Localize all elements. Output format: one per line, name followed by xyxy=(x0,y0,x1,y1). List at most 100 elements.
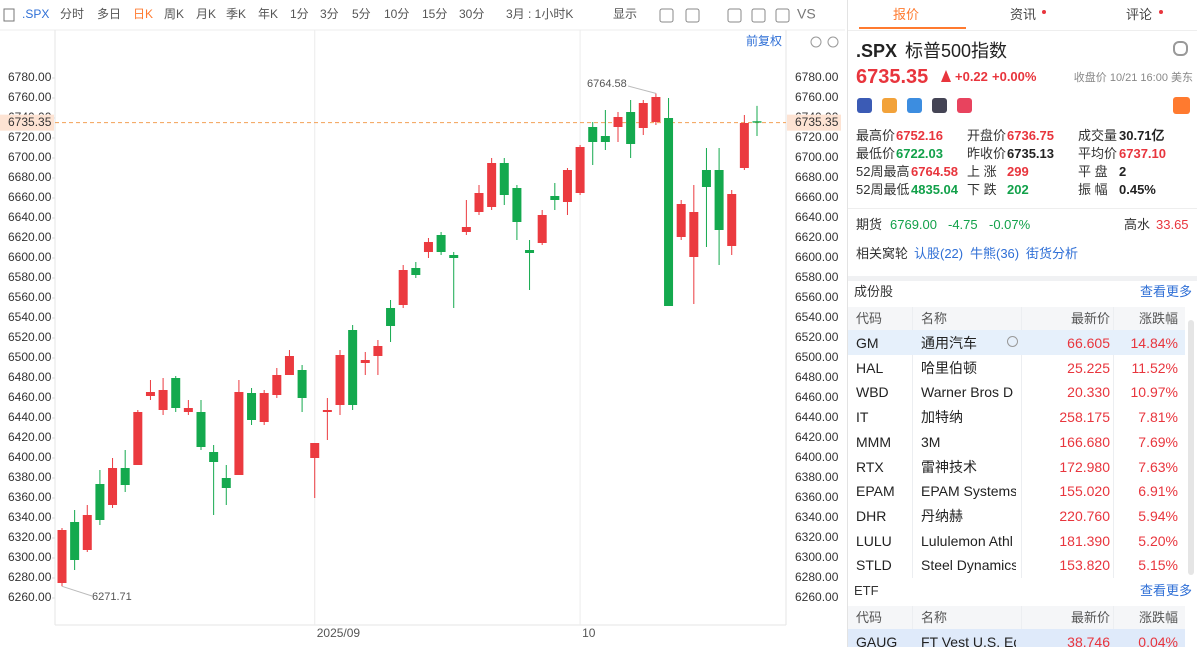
cell[interactable]: 220.760 xyxy=(1059,507,1110,524)
range-select[interactable]: 3月 : 1小时K xyxy=(506,7,573,21)
tool-icon[interactable] xyxy=(659,8,674,23)
cell[interactable]: 10.97% xyxy=(1130,384,1178,401)
cell[interactable]: 5.20% xyxy=(1138,532,1178,549)
symbol[interactable]: .SPX xyxy=(22,7,49,21)
badge-icon[interactable] xyxy=(932,98,947,113)
cell[interactable]: GAUG xyxy=(856,634,898,647)
period-button[interactable]: 月K xyxy=(196,7,216,21)
cell[interactable]: 7.63% xyxy=(1138,458,1178,475)
warrant-link[interactable]: 认股(22) xyxy=(914,246,964,261)
cell[interactable]: 5.94% xyxy=(1138,507,1178,524)
cell[interactable]: 0.04% xyxy=(1138,634,1178,647)
cell[interactable]: 加特纳 xyxy=(921,409,963,426)
adjust-button[interactable]: 前复权 xyxy=(746,33,782,48)
cell[interactable]: HAL xyxy=(856,359,884,376)
cell[interactable]: GM xyxy=(856,335,879,351)
tab[interactable]: 评论 xyxy=(1125,7,1152,22)
settings-icon[interactable] xyxy=(1173,41,1188,56)
candle-body xyxy=(752,121,762,123)
cell[interactable]: IT xyxy=(856,409,869,426)
alert-icon[interactable] xyxy=(1173,97,1190,114)
cell[interactable]: 14.84% xyxy=(1130,335,1178,351)
tab[interactable]: 报价 xyxy=(892,7,919,22)
cell[interactable]: 172.980 xyxy=(1059,458,1110,475)
cell[interactable]: 5.15% xyxy=(1138,557,1178,574)
tool-icon[interactable] xyxy=(685,8,700,23)
cell[interactable]: EPAM Systems xyxy=(921,483,1016,500)
cell[interactable]: DHR xyxy=(856,507,887,524)
period-button[interactable]: 1分 xyxy=(290,7,309,21)
cell[interactable]: 153.820 xyxy=(1059,557,1110,574)
cell[interactable]: 166.680 xyxy=(1059,433,1110,450)
cell[interactable]: LULU xyxy=(856,532,892,549)
section-title: ETF xyxy=(854,583,879,598)
cell[interactable]: 6.91% xyxy=(1138,483,1178,500)
y-tick-label-right: 6580.00 xyxy=(795,270,839,284)
period-button[interactable]: 多日 xyxy=(97,7,121,21)
period-button[interactable]: 5分 xyxy=(352,7,371,21)
tab[interactable]: 资讯 xyxy=(1009,7,1036,22)
badge-icon[interactable] xyxy=(857,98,872,113)
cell[interactable]: 25.225 xyxy=(1067,359,1110,376)
cell[interactable]: Lululemon Athl xyxy=(921,532,1013,549)
warrant-link[interactable]: 街货分析 xyxy=(1026,246,1079,261)
period-button[interactable]: 15分 xyxy=(422,7,447,21)
display-select[interactable]: 显示 xyxy=(613,7,637,21)
zoom-in[interactable] xyxy=(827,36,839,48)
candle-body xyxy=(411,268,421,275)
y-tick-label: 6420.00 xyxy=(8,430,52,444)
cell[interactable]: EPAM xyxy=(856,483,895,500)
cell[interactable]: WBD xyxy=(856,384,889,401)
cell[interactable]: RTX xyxy=(856,458,884,475)
more-link[interactable]: 查看更多 xyxy=(1139,583,1192,598)
period-button[interactable]: 分时 xyxy=(60,7,84,21)
badge-icon[interactable] xyxy=(907,98,922,113)
period-button[interactable]: 30分 xyxy=(459,7,484,21)
cell[interactable]: 38.746 xyxy=(1067,634,1110,647)
period-button[interactable]: 周K xyxy=(164,7,184,21)
cell[interactable]: 通用汽车 xyxy=(921,335,977,351)
tool-icon[interactable] xyxy=(775,8,790,23)
tool-icon[interactable] xyxy=(727,8,742,23)
cell[interactable]: Steel Dynamics xyxy=(921,557,1016,574)
cell[interactable]: FT Vest U.S. Equ xyxy=(921,634,1016,647)
cell[interactable]: 66.605 xyxy=(1067,335,1110,351)
zoom-out[interactable] xyxy=(810,36,822,48)
cell[interactable]: MMM xyxy=(856,433,891,450)
cell[interactable]: 258.175 xyxy=(1059,409,1110,426)
chart-bg xyxy=(0,0,845,647)
cell[interactable]: 3M xyxy=(921,433,941,450)
cell[interactable]: 11.52% xyxy=(1131,359,1178,376)
cell[interactable]: 181.390 xyxy=(1059,532,1110,549)
sidebar-icon[interactable] xyxy=(3,8,15,22)
y-tick-label: 6620.00 xyxy=(8,230,52,244)
stat-label: 平均价 xyxy=(1078,146,1118,161)
period-button[interactable]: 3分 xyxy=(320,7,339,21)
compare-button[interactable]: VS xyxy=(797,6,816,22)
cell[interactable]: 20.330 xyxy=(1067,384,1110,401)
y-tick-label-right: 6520.00 xyxy=(795,330,839,344)
y-tick-label: 6560.00 xyxy=(8,290,52,304)
watch-icon[interactable] xyxy=(1007,336,1018,347)
period-button[interactable]: 10分 xyxy=(384,7,409,21)
cell[interactable]: Warner Bros D xyxy=(921,384,1014,401)
y-tick-label-right: 6720.00 xyxy=(795,130,839,144)
tool-icon[interactable] xyxy=(751,8,766,23)
cell[interactable]: 雷神技术 xyxy=(921,458,977,475)
warrant-link[interactable]: 牛熊(36) xyxy=(970,246,1020,261)
cell[interactable]: 7.81% xyxy=(1138,409,1178,426)
cell[interactable]: 丹纳赫 xyxy=(921,507,963,524)
y-tick-label: 6360.00 xyxy=(8,490,52,504)
cell[interactable]: STLD xyxy=(856,557,892,574)
cell[interactable]: 哈里伯顿 xyxy=(921,359,977,376)
period-button[interactable]: 年K xyxy=(258,7,278,21)
candle-body xyxy=(651,97,661,122)
futures-label: 期货 xyxy=(856,217,883,232)
badge-icon[interactable] xyxy=(882,98,897,113)
cell[interactable]: 7.69% xyxy=(1138,433,1178,450)
badge-icon[interactable] xyxy=(957,98,972,113)
period-button[interactable]: 季K xyxy=(226,7,246,21)
period-button[interactable]: 日K xyxy=(133,7,153,21)
cell[interactable]: 155.020 xyxy=(1059,483,1110,500)
more-link[interactable]: 查看更多 xyxy=(1139,284,1192,299)
